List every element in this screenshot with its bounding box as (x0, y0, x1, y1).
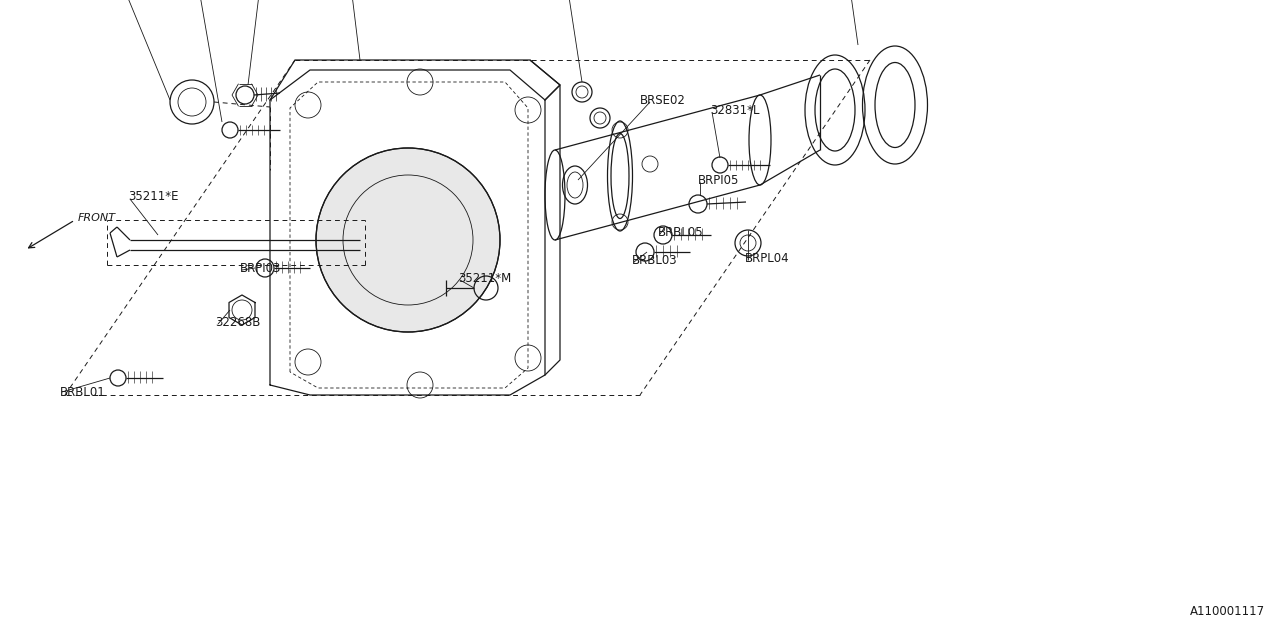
Text: BRPL04: BRPL04 (745, 252, 790, 264)
Text: BRBL05: BRBL05 (658, 225, 704, 239)
Text: BRPI03: BRPI03 (241, 262, 282, 275)
Text: 32831*R: 32831*R (200, 0, 251, 1)
Text: 32268B: 32268B (215, 316, 260, 328)
Text: BRBL01: BRBL01 (60, 385, 106, 399)
Text: 32831*L: 32831*L (710, 104, 759, 116)
Circle shape (316, 148, 500, 332)
Text: BRPI05: BRPI05 (698, 173, 740, 186)
Text: 35211*M: 35211*M (458, 271, 511, 285)
Text: A110001117: A110001117 (1190, 605, 1265, 618)
Text: 35211*E: 35211*E (128, 191, 178, 204)
Text: BRBL03: BRBL03 (632, 253, 677, 266)
Text: BRSE02: BRSE02 (640, 93, 686, 106)
Text: FRONT: FRONT (78, 213, 116, 223)
